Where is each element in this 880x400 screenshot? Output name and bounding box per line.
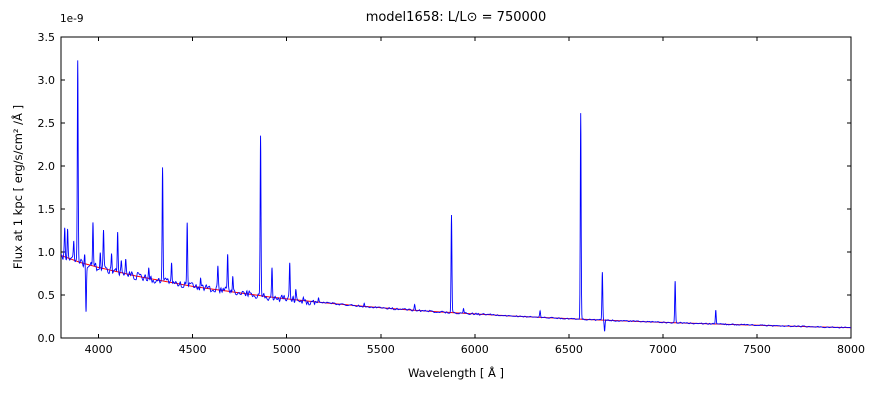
- x-axis-label: Wavelength [ Å ]: [407, 366, 505, 380]
- svg-text:1.5: 1.5: [38, 203, 56, 216]
- svg-text:7500: 7500: [743, 343, 771, 356]
- svg-text:7000: 7000: [649, 343, 677, 356]
- svg-text:2.0: 2.0: [38, 160, 56, 173]
- svg-text:8000: 8000: [837, 343, 865, 356]
- y-axis-label: Flux at 1 kpc [ erg/s/cm² /Å ]: [11, 104, 25, 270]
- x-tick-labels: 4000 4500 5000 5500 6000 6500 7000 7500 8000: [85, 343, 865, 356]
- svg-text:3.0: 3.0: [38, 74, 56, 87]
- svg-text:5500: 5500: [367, 343, 395, 356]
- svg-text:0.5: 0.5: [38, 289, 56, 302]
- svg-text:0.0: 0.0: [38, 332, 56, 345]
- svg-text:1.0: 1.0: [38, 246, 56, 259]
- svg-text:4500: 4500: [179, 343, 207, 356]
- svg-text:2.5: 2.5: [38, 117, 56, 130]
- svg-text:6500: 6500: [555, 343, 583, 356]
- spectrum-line: [61, 60, 851, 332]
- svg-text:6000: 6000: [461, 343, 489, 356]
- y-axis-offset-text: 1e-9: [60, 13, 84, 25]
- tick-marks: [61, 36, 852, 339]
- svg-text:5000: 5000: [273, 343, 301, 356]
- svg-text:4000: 4000: [85, 343, 113, 356]
- plot-border: [60, 36, 852, 339]
- svg-text:3.5: 3.5: [38, 31, 56, 44]
- chart-title: model1658: L/L⊙ = 750000: [365, 10, 547, 25]
- y-tick-labels: 0.0 0.5 1.0 1.5 2.0 2.5 3.0 3.5: [38, 31, 56, 345]
